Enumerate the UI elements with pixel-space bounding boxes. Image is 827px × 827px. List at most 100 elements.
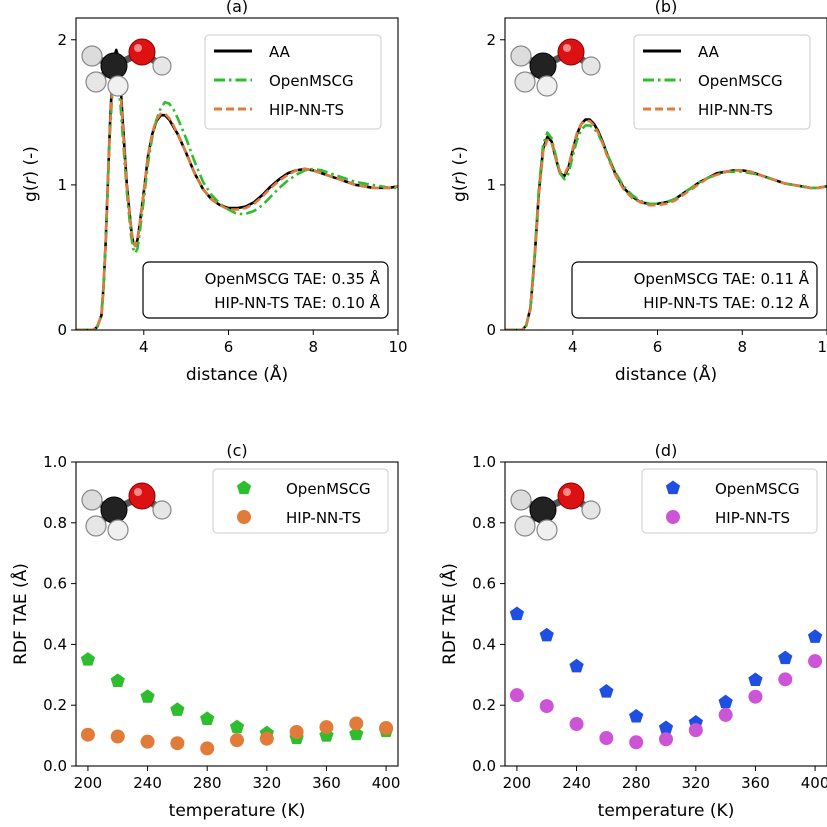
data-point-openmscg (539, 627, 554, 642)
legend-label: HIP-NN-TS (715, 509, 790, 527)
annotation-box (571, 261, 818, 319)
x-axis-label: temperature (K) (169, 801, 306, 821)
x-tick-label: 200 (74, 774, 103, 792)
hydrogen-atom (152, 56, 172, 76)
legend-label: OpenMSCG (715, 480, 800, 498)
panel-c: (c) 200 240 280 320 360 400 0.0 0.2 0.4 0.6 0.8 1.0 t… (9, 441, 400, 821)
y-tick-label: 1 (57, 176, 67, 194)
data-point-openmscg (140, 689, 155, 703)
y-tick-label: 0.2 (472, 696, 496, 714)
legend-label: HIP-NN-TS (269, 101, 344, 119)
x-tick-label: 8 (737, 338, 747, 356)
y-tick-label: 1 (486, 176, 496, 194)
oxygen-atom (557, 482, 585, 510)
x-tick-label: 240 (133, 774, 162, 792)
legend: AA OpenMSCG HIP-NN-TS (204, 34, 382, 130)
hydrogen-atom (107, 519, 129, 541)
x-axis-label: distance (Å) (615, 363, 717, 385)
legend-marker (236, 480, 252, 495)
oxygen-atom (128, 38, 156, 66)
data-point-hip-nn-ts (230, 733, 244, 748)
x-tick-label: 200 (503, 774, 532, 792)
legend-label: OpenMSCG (269, 72, 354, 90)
y-tick-label: 0 (486, 321, 496, 339)
legend-box (641, 468, 818, 534)
carbon-atom (529, 496, 557, 524)
y-tick-label: 2 (57, 31, 67, 49)
data-point-hip-nn-ts (509, 688, 524, 703)
annotation-line: HIP-NN-TS TAE: 0.12 Å (643, 293, 809, 312)
oxygen-atom (128, 482, 156, 510)
data-point-hip-nn-ts (170, 736, 185, 751)
y-tick-label: 0 (57, 321, 67, 339)
y-axis-label-part: g( (21, 185, 41, 202)
panel-title: (d) (655, 441, 678, 460)
data-point-openmscg (569, 658, 584, 673)
data-point-openmscg (658, 720, 674, 735)
oxygen-highlight (563, 44, 571, 52)
y-axis-label-part: r (450, 177, 470, 185)
y-axis-label: RDF TAE (Å) (9, 563, 31, 665)
hydrogen-atom (581, 56, 601, 76)
data-point-openmscg (509, 606, 525, 621)
hydrogen-atom (536, 75, 558, 97)
y-axis-label-part: ) (-) (21, 146, 41, 177)
data-point-hip-nn-ts (379, 721, 394, 735)
data-point-openmscg (778, 650, 793, 665)
data-point-hip-nn-ts (748, 689, 763, 704)
y-tick-label: 0.4 (43, 635, 67, 653)
data-point-hip-nn-ts (718, 707, 733, 722)
data-point-hip-nn-ts (259, 731, 274, 746)
panel-title: (c) (226, 441, 247, 460)
data-point-openmscg (170, 702, 185, 716)
y-axis-label-part: r (21, 177, 41, 185)
methanol-molecule-icon (81, 38, 172, 97)
x-tick-label: 400 (372, 774, 401, 792)
x-tick-label: 400 (801, 774, 827, 792)
y-axis-label-part: ) (-) (450, 146, 470, 177)
x-tick-label: 360 (312, 774, 341, 792)
y-tick-label: 0.6 (472, 575, 496, 593)
x-tick-label: 280 (622, 774, 651, 792)
data-point-hip-nn-ts (80, 727, 95, 742)
series-line-hip-nn-ts (76, 55, 398, 330)
hydrogen-atom (85, 515, 107, 537)
data-point-hip-nn-ts (110, 729, 125, 744)
data-point-openmscg (629, 708, 644, 723)
y-tick-label: 0.0 (472, 757, 496, 775)
y-axis-label: RDF TAE (Å) (438, 563, 460, 665)
hydrogen-atom (514, 71, 536, 93)
y-axis-label: g(r) (-) (450, 146, 470, 202)
methanol-molecule-icon (81, 482, 172, 541)
legend-label: HIP-NN-TS (698, 101, 773, 119)
y-tick-label: 0.0 (43, 757, 67, 775)
y-tick-label: 0.6 (43, 575, 67, 593)
y-tick-label: 0.4 (472, 635, 496, 653)
tae-annotation: OpenMSCG TAE: 0.35 Å HIP-NN-TS TAE: 0.10 … (142, 261, 389, 319)
y-tick-label: 0.8 (43, 514, 67, 532)
x-axis-label: distance (Å) (186, 363, 288, 385)
y-tick-label: 1.0 (472, 453, 496, 471)
carbon-atom (529, 52, 557, 80)
data-point-openmscg (80, 652, 96, 666)
hydrogen-atom (510, 45, 532, 67)
methanol-molecule-icon (510, 38, 601, 97)
x-tick-label: 6 (224, 338, 234, 356)
data-point-hip-nn-ts (349, 716, 364, 731)
x-tick-label: 320 (252, 774, 281, 792)
data-point-hip-nn-ts (688, 723, 703, 738)
legend-box (212, 468, 389, 534)
hydrogen-atom (510, 489, 532, 511)
data-point-hip-nn-ts (569, 717, 584, 732)
legend: OpenMSCG HIP-NN-TS (212, 468, 389, 534)
x-tick-label: 4 (139, 338, 149, 356)
panel-a: (a) 4 6 8 10 0 1 2 distance (Å) g(r) (-) AA OpenMSC… (21, 0, 408, 385)
annotation-line: OpenMSCG TAE: 0.11 Å (634, 269, 810, 288)
data-point-openmscg (748, 672, 763, 687)
data-point-openmscg (718, 694, 733, 709)
oxygen-highlight (134, 488, 142, 496)
legend-marker (237, 510, 251, 524)
plot-frame (75, 461, 399, 767)
data-point-hip-nn-ts (140, 734, 155, 749)
